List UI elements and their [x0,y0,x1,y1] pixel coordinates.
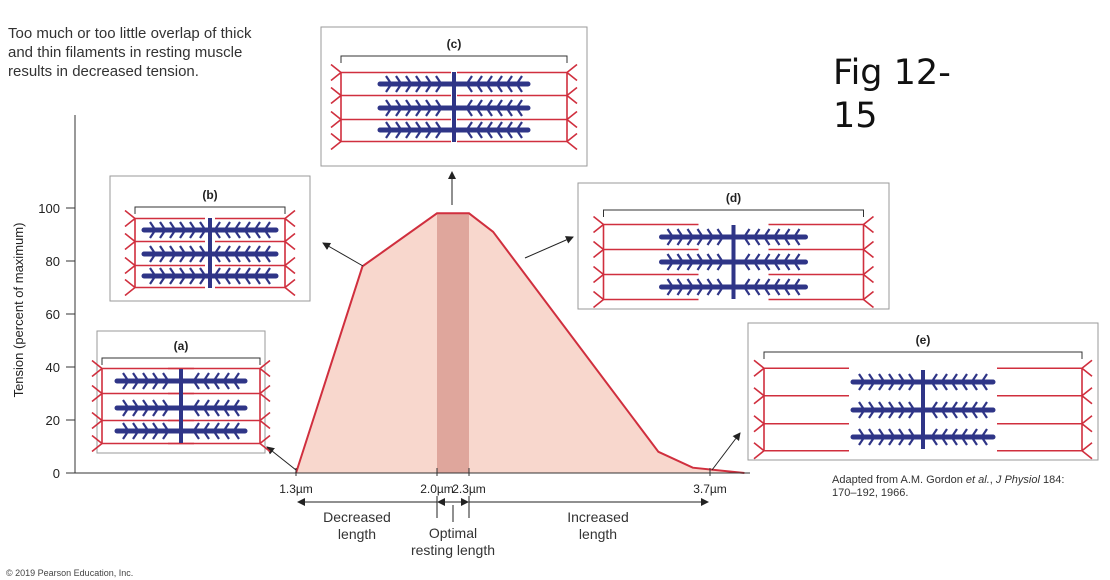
myosin-heads [666,278,801,296]
x-tick-label: 3.7µm [693,482,727,496]
credit-text: , [989,474,996,486]
y-tick-label: 80 [46,254,60,269]
sarcomere-inset-a: (a) [91,330,271,454]
myosin-heads [666,228,801,246]
inset-label: (a) [174,339,189,353]
sarcomere-bracket [763,351,1083,359]
y-tick-label: 40 [46,360,60,375]
intro-line: and thin filaments in resting muscle [8,44,243,61]
optimal-band [437,213,469,474]
sarcomere-inset-b: (b) [109,175,311,302]
sarcomere-bracket [134,206,286,214]
x-tick-label: 2.3µm [452,482,486,496]
z-disc [1081,359,1093,460]
z-disc [91,359,103,453]
figure-label: Fig 12- 15 [833,52,983,138]
myosin-heads [858,373,988,391]
tension-area [296,213,745,474]
inset-label: (e) [916,333,931,347]
z-disc [124,209,136,297]
source-credit: Adapted from A.M. Gordon et al., J Physi… [832,474,1110,500]
decreased-length-label: length [338,526,376,542]
optimal-length-label: resting length [411,542,495,558]
sarcomere-inset-d: (d) [577,182,890,310]
z-disc [259,359,271,453]
y-tick-label: 100 [38,201,60,216]
credit-text: Adapted from A.M. Gordon [832,474,966,486]
myosin-heads [149,221,271,239]
z-disc [593,215,605,309]
decreased-length-label: Decreased [323,509,391,525]
myosin-heads [122,399,240,417]
x-tick-label: 2.0µm [420,482,454,496]
intro-line: results in decreased tension. [8,63,199,80]
myosin-heads [149,245,271,263]
inset-pointer-arrow [322,242,364,267]
myosin-heads [858,428,988,446]
tension-curve [295,212,745,474]
increased-length-label: Increased [567,509,628,525]
z-disc [753,359,765,460]
optimal-length-label: Optimal [429,525,477,541]
y-tick-label: 60 [46,307,60,322]
intro-caption: Too much or too little overlap of thick … [8,24,308,81]
sarcomere-inset-c: (c) [320,26,588,167]
myosin-heads [149,267,271,285]
credit-text: 170–192, 1966. [832,487,909,499]
inset-pointer-arrow [266,446,297,471]
sarcomere-bracket [603,209,864,217]
inset-label: (d) [726,191,741,205]
sarcomere-bracket [340,55,568,63]
inset-label: (b) [202,188,217,202]
sarcomere-inset-e: (e) [747,322,1099,461]
myosin-heads [122,422,240,440]
increased-length-label: length [579,526,617,542]
credit-journal: J Physiol [995,474,1040,486]
x-tick-label: 1.3µm [279,482,313,496]
myosin-heads [122,372,240,390]
z-disc [330,63,342,151]
inset-label: (c) [447,37,462,51]
z-disc [566,63,578,151]
y-tick-label: 0 [53,466,60,481]
myosin-heads [858,401,988,419]
myosin-heads [385,121,523,139]
credit-text: 184: [1039,474,1065,486]
myosin-heads [385,75,523,93]
sarcomere-bracket [101,357,261,365]
copyright: © 2019 Pearson Education, Inc. [6,568,134,578]
myosin-heads [385,99,523,117]
z-disc [862,215,874,309]
y-axis-label: Tension (percent of maximum) [11,223,26,398]
intro-line: Too much or too little overlap of thick [8,25,252,42]
credit-etal: et al. [965,474,990,486]
inset-pointer-arrow [711,432,741,471]
figure-label-line: Fig 12- [833,53,951,93]
myosin-heads [666,253,801,271]
z-disc [284,209,296,297]
inset-pointer-arrow [524,236,574,259]
figure-label-line: 15 [833,96,878,136]
y-tick-label: 20 [46,413,60,428]
